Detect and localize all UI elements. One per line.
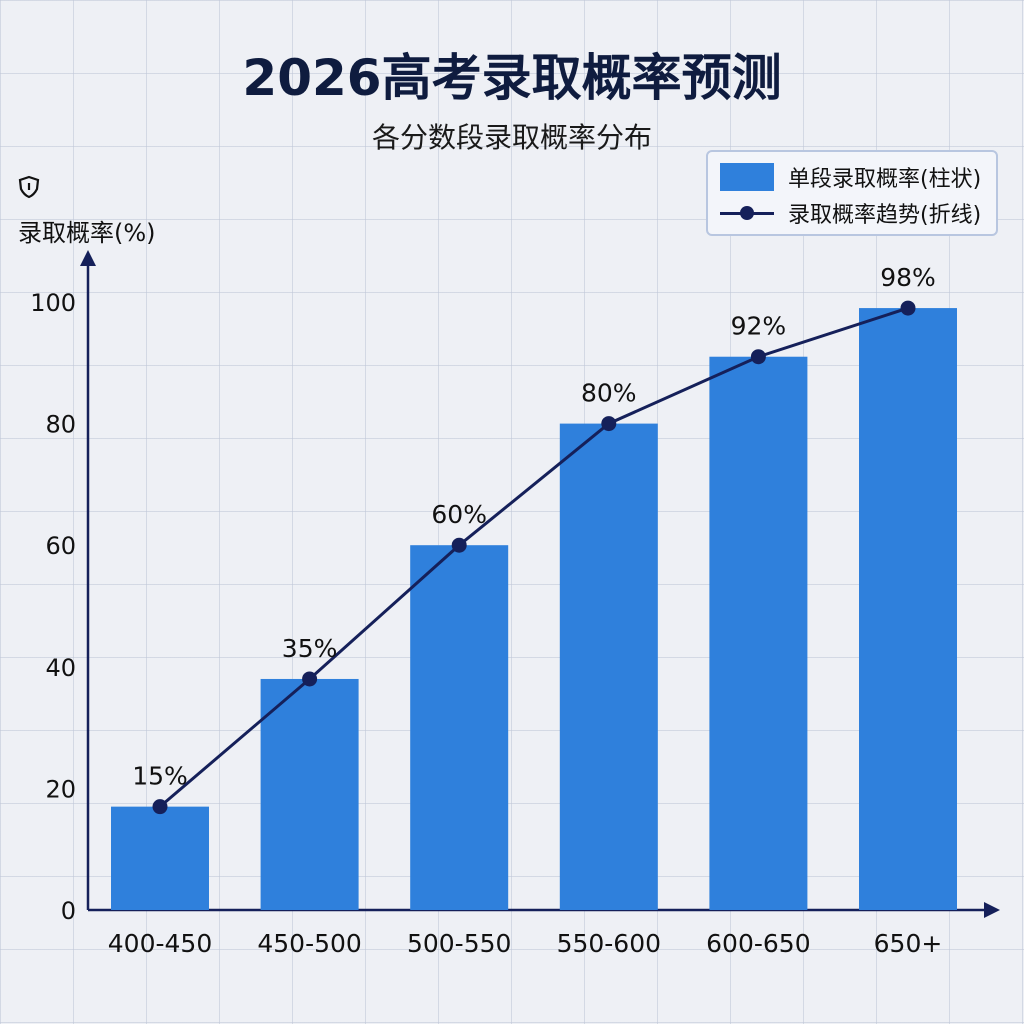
y-tick-label: 0 bbox=[61, 897, 76, 925]
legend: 单段录取概率(柱状) 录取概率趋势(折线) bbox=[706, 150, 998, 236]
trend-point bbox=[601, 416, 617, 432]
y-tick-label: 80 bbox=[45, 411, 76, 439]
data-label: 80% bbox=[581, 379, 637, 408]
y-axis-label: 录取概率(%) bbox=[18, 219, 156, 247]
chart-subtitle: 各分数段录取概率分布 bbox=[371, 121, 652, 154]
bar bbox=[709, 356, 808, 911]
chart-title: 2026高考录取概率预测 bbox=[242, 49, 782, 107]
trend-point bbox=[302, 671, 318, 687]
trend-point bbox=[750, 349, 766, 365]
bar bbox=[111, 806, 209, 910]
data-label: 15% bbox=[132, 762, 188, 791]
legend-line-swatch bbox=[720, 199, 774, 227]
trend-point bbox=[152, 799, 168, 815]
data-label: 60% bbox=[431, 500, 487, 529]
trend-line bbox=[159, 306, 909, 808]
x-tick-label: 600-650 bbox=[706, 929, 810, 958]
y-tick-label: 60 bbox=[45, 532, 76, 560]
x-tick-label: 450-500 bbox=[257, 929, 361, 958]
bar bbox=[260, 678, 359, 910]
x-tick-label: 400-450 bbox=[108, 929, 212, 958]
legend-item-line: 录取概率趋势(折线) bbox=[720, 198, 981, 228]
bar bbox=[559, 423, 658, 910]
shield-icon bbox=[18, 175, 40, 199]
legend-label-line: 录取概率趋势(折线) bbox=[788, 203, 982, 228]
data-label: 92% bbox=[731, 312, 787, 341]
data-label: 98% bbox=[880, 263, 936, 292]
y-tick-label: 100 bbox=[30, 289, 76, 317]
legend-item-bar: 单段录取概率(柱状) bbox=[720, 162, 981, 192]
x-tick-label: 500-550 bbox=[407, 929, 511, 958]
y-axis-arrow bbox=[80, 250, 96, 266]
y-tick-label: 20 bbox=[45, 775, 76, 803]
x-tick-label: 650+ bbox=[874, 929, 943, 958]
data-label: 35% bbox=[282, 634, 338, 663]
y-tick-label: 40 bbox=[45, 654, 76, 682]
x-axis-arrow bbox=[984, 902, 1000, 918]
trend-point bbox=[451, 537, 467, 553]
trend-point bbox=[900, 300, 916, 316]
x-tick-label: 550-600 bbox=[557, 929, 661, 958]
legend-bar-swatch bbox=[720, 163, 774, 191]
legend-label-bar: 单段录取概率(柱状) bbox=[788, 167, 982, 192]
bar bbox=[859, 308, 957, 911]
bar bbox=[410, 545, 509, 910]
